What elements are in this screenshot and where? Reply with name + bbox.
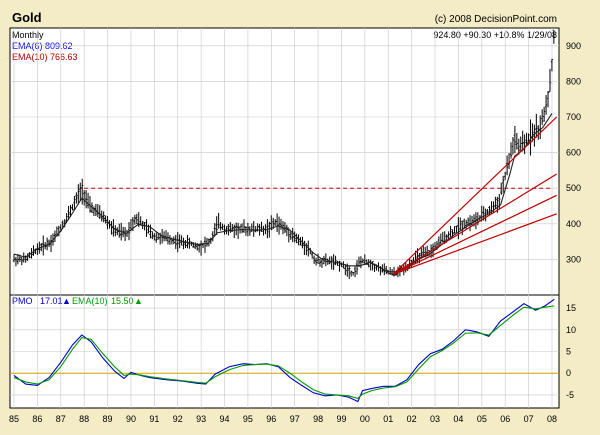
pmo-ema-line: [13, 305, 555, 400]
pmo-tick-label: 0: [566, 368, 571, 378]
x-tick-label: 90: [126, 414, 136, 424]
pmo-arrow-up-icon: ▲: [62, 296, 71, 306]
ema10-legend: EMA(10) 766.63: [12, 52, 78, 62]
x-tick-label: 02: [407, 414, 417, 424]
trendlines: [392, 116, 558, 275]
x-tick-label: 98: [313, 414, 323, 424]
x-tick-label: 85: [9, 414, 19, 424]
ema6-line: [13, 113, 553, 273]
reference-lines: [10, 187, 559, 374]
price-tick-label: 700: [566, 112, 581, 122]
pmo-tick-label: 15: [566, 303, 576, 313]
pmo-ema-legend-value: 15.50: [111, 296, 134, 306]
x-tick-label: 05: [477, 414, 487, 424]
x-tick-label: 93: [196, 414, 206, 424]
x-tick-label: 08: [547, 414, 557, 424]
x-tick-label: 92: [173, 414, 183, 424]
x-tick-label: 94: [220, 414, 230, 424]
trendline: [392, 213, 557, 275]
pmo-tick-label: 10: [566, 325, 576, 335]
pmo-legend-label: PMO: [12, 296, 33, 306]
price-panel: [9, 27, 560, 296]
price-tick-label: 600: [566, 148, 581, 158]
pmo-axis-ticks: -5 0 5 10 15: [566, 303, 576, 400]
x-tick-label: 88: [79, 414, 89, 424]
pmo-tick-label: -5: [566, 390, 574, 400]
x-axis-ticks: 85 86 87 88 89 90 91 92 93 94 95 96 97 98 99 00 01 02 03 04…: [9, 414, 557, 424]
price-tick-label: 300: [566, 254, 581, 264]
copyright: (c) 2008 DecisionPoint.com: [435, 14, 557, 25]
pmo-line: [13, 298, 555, 403]
x-tick-label: 87: [56, 414, 66, 424]
x-tick-label: 00: [360, 414, 370, 424]
x-tick-label: 07: [524, 414, 534, 424]
chart-title: Gold: [12, 10, 42, 25]
ema-lines: [13, 113, 553, 273]
trendline: [392, 194, 557, 275]
x-tick-label: 99: [336, 414, 346, 424]
price-tick-label: 800: [566, 76, 581, 86]
quote-readout: 924.80 +90.30 +10.8% 1/29/08: [433, 30, 557, 40]
price-axis-ticks: 300 400 500 600 700 800 900: [566, 41, 581, 265]
pmo-lines: [13, 298, 555, 403]
x-tick-label: 96: [266, 414, 276, 424]
x-tick-label: 95: [243, 414, 253, 424]
pmo-tick-label: 5: [566, 347, 571, 357]
x-tick-label: 86: [32, 414, 42, 424]
trendline: [392, 116, 558, 275]
x-tick-label: 03: [430, 414, 440, 424]
x-tick-label: 01: [383, 414, 393, 424]
pmo-ema-arrow-up-icon: ▲: [134, 296, 143, 306]
pmo-legend-value: 17.01: [40, 296, 63, 306]
x-tick-label: 06: [500, 414, 510, 424]
price-tick-label: 900: [566, 41, 581, 51]
price-tick-label: 400: [566, 219, 581, 229]
price-tick-label: 500: [566, 183, 581, 193]
x-tick-label: 97: [290, 414, 300, 424]
pmo-ema-legend-label: EMA(10): [72, 296, 108, 306]
x-tick-label: 89: [103, 414, 113, 424]
trendline: [392, 173, 557, 275]
x-tick-label: 04: [453, 414, 463, 424]
period-label: Monthly: [12, 30, 44, 40]
x-tick-label: 91: [149, 414, 159, 424]
